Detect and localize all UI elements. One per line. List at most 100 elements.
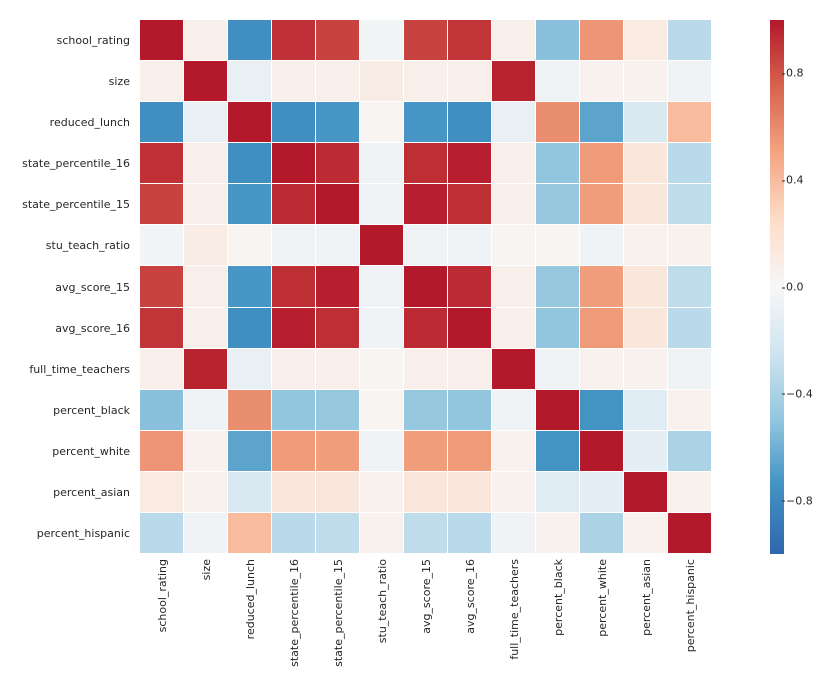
- heatmap-cell: [448, 61, 492, 102]
- y-label: full_time_teachers: [0, 349, 135, 390]
- heatmap-cell: [448, 513, 492, 554]
- heatmap-cell: [492, 225, 536, 266]
- y-label: state_percentile_15: [0, 184, 135, 225]
- y-label: avg_score_16: [0, 308, 135, 349]
- heatmap-cell: [624, 513, 668, 554]
- heatmap-cell: [272, 143, 316, 184]
- heatmap-cell: [360, 266, 404, 307]
- heatmap-cell: [360, 431, 404, 472]
- heatmap-cell: [624, 431, 668, 472]
- colorbar: 0.80.40.0−0.4−0.8: [770, 20, 816, 554]
- heatmap-cell: [668, 472, 712, 513]
- colorbar-tick: 0.0: [786, 281, 804, 294]
- heatmap-cell: [140, 431, 184, 472]
- heatmap-cell: [492, 472, 536, 513]
- heatmap-cell: [316, 513, 360, 554]
- heatmap: [140, 20, 712, 554]
- colorbar-tick: −0.4: [786, 387, 813, 400]
- heatmap-cell: [580, 472, 624, 513]
- heatmap-row: [140, 184, 712, 225]
- heatmap-row: [140, 266, 712, 307]
- heatmap-cell: [448, 390, 492, 431]
- heatmap-cell: [184, 308, 228, 349]
- heatmap-cell: [580, 225, 624, 266]
- heatmap-cell: [448, 143, 492, 184]
- heatmap-cell: [536, 349, 580, 390]
- heatmap-cell: [668, 390, 712, 431]
- heatmap-cell: [140, 184, 184, 225]
- y-label: percent_hispanic: [0, 513, 135, 554]
- heatmap-row: [140, 20, 712, 61]
- heatmap-cell: [624, 184, 668, 225]
- heatmap-cell: [668, 225, 712, 266]
- x-label: percent_asian: [624, 559, 668, 689]
- colorbar-tick: −0.8: [786, 494, 813, 507]
- heatmap-cell: [316, 431, 360, 472]
- heatmap-cell: [316, 61, 360, 102]
- heatmap-cell: [228, 102, 272, 143]
- x-label: reduced_lunch: [228, 559, 272, 689]
- heatmap-cell: [184, 102, 228, 143]
- heatmap-cell: [668, 61, 712, 102]
- heatmap-cell: [404, 102, 448, 143]
- heatmap-cell: [580, 513, 624, 554]
- heatmap-cell: [140, 308, 184, 349]
- x-label: avg_score_16: [448, 559, 492, 689]
- heatmap-cell: [228, 184, 272, 225]
- heatmap-cell: [580, 102, 624, 143]
- heatmap-cell: [404, 349, 448, 390]
- heatmap-cell: [624, 472, 668, 513]
- heatmap-cell: [184, 349, 228, 390]
- heatmap-row: [140, 143, 712, 184]
- heatmap-cell: [360, 349, 404, 390]
- x-label: percent_white: [580, 559, 624, 689]
- heatmap-cell: [360, 184, 404, 225]
- heatmap-cell: [448, 225, 492, 266]
- heatmap-cell: [228, 349, 272, 390]
- heatmap-cell: [448, 349, 492, 390]
- x-label: state_percentile_15: [316, 559, 360, 689]
- heatmap-cell: [272, 225, 316, 266]
- heatmap-cell: [360, 102, 404, 143]
- heatmap-cell: [668, 308, 712, 349]
- heatmap-cell: [316, 472, 360, 513]
- heatmap-cell: [228, 143, 272, 184]
- heatmap-cell: [580, 61, 624, 102]
- heatmap-cell: [184, 61, 228, 102]
- x-label: stu_teach_ratio: [360, 559, 404, 689]
- heatmap-cell: [228, 225, 272, 266]
- heatmap-cell: [492, 266, 536, 307]
- colorbar-tick: 0.4: [786, 174, 804, 187]
- heatmap-cell: [448, 266, 492, 307]
- heatmap-cell: [228, 61, 272, 102]
- heatmap-row: [140, 225, 712, 266]
- heatmap-cell: [492, 20, 536, 61]
- heatmap-cell: [360, 513, 404, 554]
- heatmap-cell: [360, 61, 404, 102]
- heatmap-cell: [624, 390, 668, 431]
- heatmap-cell: [272, 472, 316, 513]
- heatmap-cell: [316, 266, 360, 307]
- heatmap-cell: [404, 431, 448, 472]
- heatmap-cell: [228, 266, 272, 307]
- heatmap-cell: [448, 431, 492, 472]
- heatmap-cell: [360, 143, 404, 184]
- heatmap-cell: [404, 390, 448, 431]
- heatmap-cell: [404, 472, 448, 513]
- heatmap-cell: [492, 308, 536, 349]
- heatmap-cell: [624, 102, 668, 143]
- heatmap-cell: [316, 102, 360, 143]
- y-label: state_percentile_16: [0, 143, 135, 184]
- heatmap-cell: [492, 431, 536, 472]
- heatmap-cell: [624, 20, 668, 61]
- heatmap-cell: [184, 472, 228, 513]
- heatmap-row: [140, 102, 712, 143]
- y-label: stu_teach_ratio: [0, 225, 135, 266]
- heatmap-cell: [536, 472, 580, 513]
- heatmap-cell: [624, 266, 668, 307]
- heatmap-cell: [492, 513, 536, 554]
- heatmap-cell: [316, 390, 360, 431]
- heatmap-cell: [404, 61, 448, 102]
- heatmap-cell: [228, 308, 272, 349]
- y-axis-labels: school_rating size reduced_lunch state_p…: [0, 20, 135, 554]
